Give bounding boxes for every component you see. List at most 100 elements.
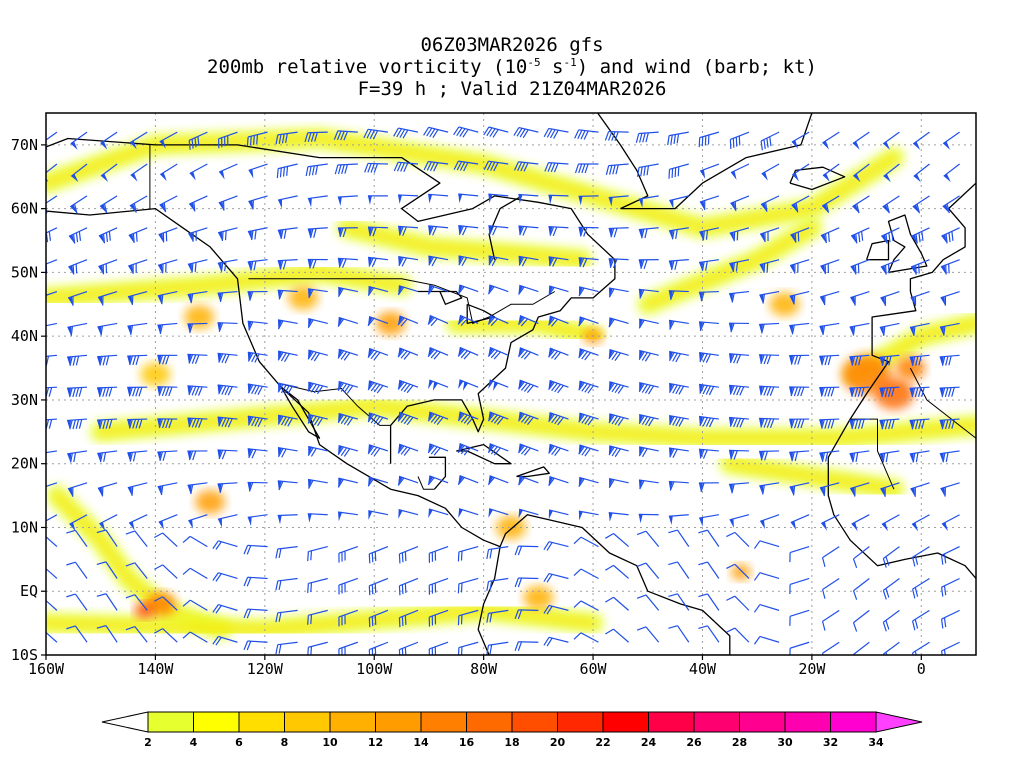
barb-pennant — [939, 420, 944, 430]
barb-pennant — [488, 508, 493, 518]
barb-feather — [881, 419, 886, 430]
barb-staff — [428, 160, 449, 165]
coastline — [280, 386, 321, 439]
wind-barb — [157, 386, 178, 397]
wind-barb — [453, 160, 479, 172]
wind-barb — [514, 609, 539, 620]
barb-pennant — [277, 260, 282, 270]
wind-barb — [428, 508, 449, 519]
barb-pennant — [218, 201, 224, 211]
wind-barb — [307, 513, 328, 523]
barb-feather — [460, 350, 468, 359]
barb-feather — [766, 418, 772, 428]
barb-staff — [218, 540, 238, 548]
barb-staff — [729, 227, 750, 234]
barb-feather — [574, 129, 580, 139]
wind-barb — [849, 354, 870, 366]
barb-feather — [891, 419, 895, 429]
barb-feather — [165, 355, 170, 365]
wind-barb — [127, 482, 148, 496]
barb-feather — [860, 387, 865, 397]
barb-staff — [277, 259, 298, 262]
colorbar-segment — [420, 711, 467, 733]
barb-feather — [675, 385, 681, 395]
barb-staff — [428, 193, 449, 197]
barb-feather — [132, 355, 137, 366]
barb-staff — [429, 411, 449, 420]
barb-feather — [463, 351, 471, 360]
barb-pennant — [67, 326, 72, 336]
barb-feather — [190, 484, 194, 495]
barb-feather — [128, 387, 133, 397]
barb-feather — [522, 129, 529, 139]
barb-staff — [760, 195, 780, 206]
wind-barb — [514, 641, 539, 651]
wind-barb — [398, 546, 419, 564]
wind-barb — [187, 290, 208, 304]
barb-feather — [921, 231, 924, 241]
vorticity-band-core — [46, 134, 898, 232]
wind-barb — [881, 227, 900, 244]
barb-feather — [401, 648, 404, 655]
barb-pennant — [337, 227, 342, 238]
barb-feather — [578, 446, 585, 455]
wind-barb — [247, 415, 268, 428]
barb-staff — [458, 641, 479, 649]
barb-staff — [488, 126, 509, 133]
wind-barb — [605, 532, 630, 548]
wind-barb — [125, 530, 148, 547]
barb-feather — [403, 383, 411, 393]
barb-feather — [543, 573, 550, 582]
wind-barb — [368, 577, 389, 596]
wind-barb — [578, 316, 599, 327]
barb-feather — [669, 384, 675, 393]
barb-staff — [698, 290, 719, 293]
colorbar-label: 30 — [777, 736, 793, 749]
barb-pennant — [699, 517, 704, 527]
barb-feather — [615, 164, 619, 175]
wind-barb — [912, 577, 930, 599]
barb-staff — [645, 562, 660, 579]
wind-barb — [46, 514, 58, 522]
barb-feather — [279, 260, 284, 270]
barb-feather — [105, 387, 110, 397]
barb-feather — [514, 545, 519, 556]
barb-feather — [462, 129, 469, 138]
barb-staff — [277, 446, 298, 452]
barb-staff — [909, 450, 930, 455]
barb-staff — [639, 381, 659, 388]
barb-feather — [281, 133, 285, 144]
wind-barb — [638, 288, 659, 299]
barb-feather — [198, 418, 203, 428]
barb-feather — [578, 318, 585, 327]
wind-barb — [368, 510, 389, 520]
wind-barb — [307, 258, 328, 269]
wind-barb — [70, 131, 88, 150]
wind-barb — [820, 514, 840, 531]
barb-feather — [827, 387, 832, 397]
lat-tick-label: 30N — [11, 391, 38, 409]
barb-pennant — [97, 419, 102, 430]
wind-barb — [548, 194, 569, 205]
barb-feather — [78, 387, 83, 397]
barb-staff — [338, 412, 358, 420]
barb-staff — [46, 131, 58, 141]
barb-feather — [429, 162, 436, 172]
wind-barb — [129, 131, 148, 150]
barb-feather — [521, 257, 528, 267]
barb-feather — [227, 386, 233, 396]
barb-staff — [398, 161, 419, 165]
barb-feather — [72, 387, 76, 398]
barb-feather — [486, 549, 490, 560]
barb-feather — [460, 446, 468, 455]
barb-feather — [212, 636, 219, 645]
wind-barb — [518, 193, 539, 204]
barb-feather — [763, 354, 768, 365]
wind-barb — [759, 450, 780, 461]
barb-feather — [346, 385, 354, 394]
wind-barb — [698, 561, 720, 579]
barb-feather — [753, 540, 761, 549]
barb-staff — [367, 256, 388, 261]
wind-barb — [67, 418, 88, 430]
barb-feather — [40, 388, 42, 397]
